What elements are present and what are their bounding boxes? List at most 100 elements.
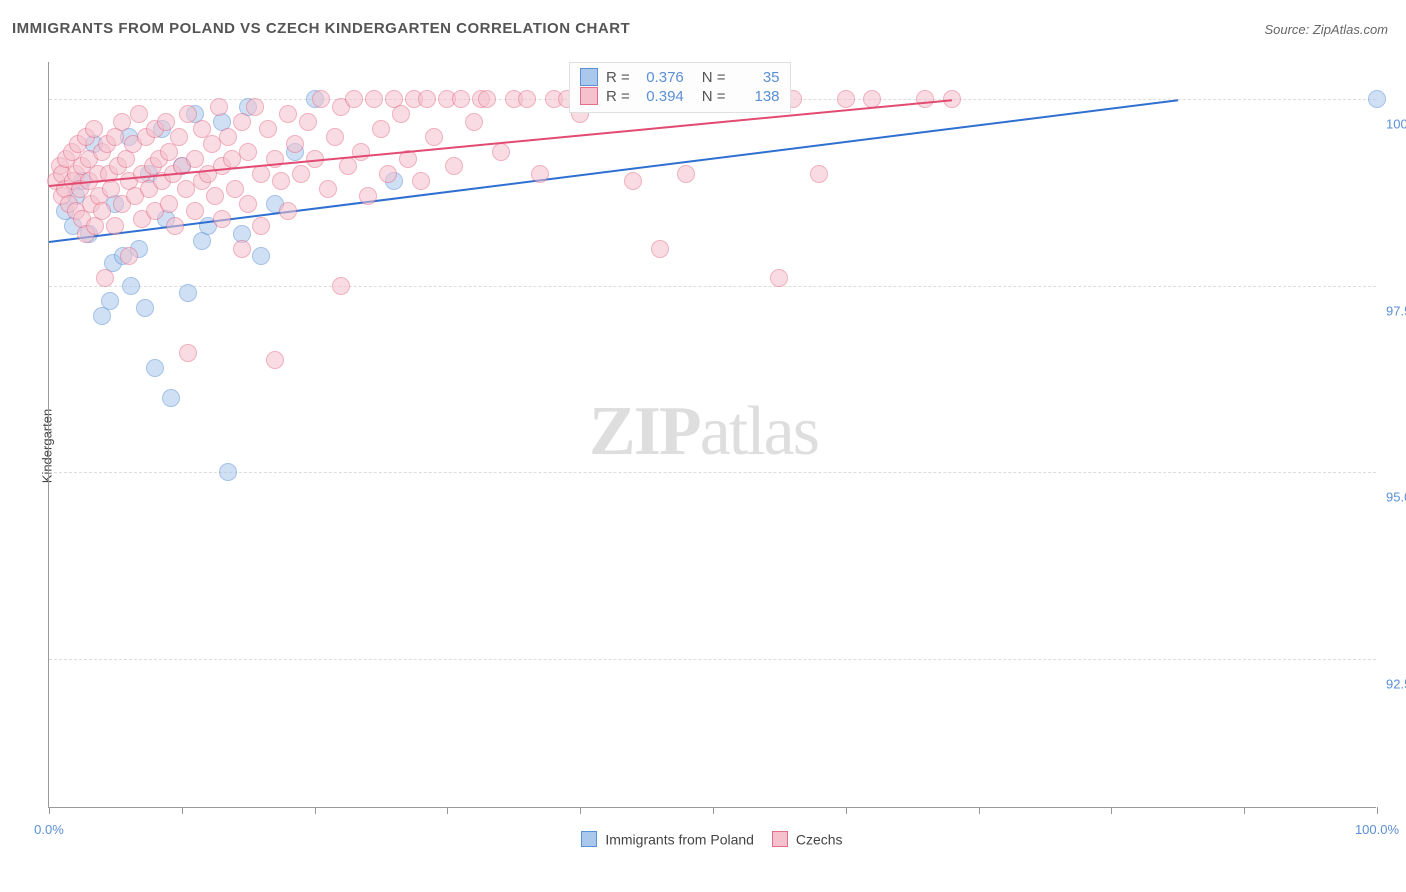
data-point — [101, 292, 119, 310]
data-point — [478, 90, 496, 108]
legend-swatch — [580, 87, 598, 105]
data-point — [160, 143, 178, 161]
n-label: N = — [702, 69, 726, 86]
data-point — [339, 157, 357, 175]
data-point — [279, 202, 297, 220]
r-label: R = — [606, 69, 630, 86]
legend-series-label: Czechs — [792, 831, 843, 847]
data-point — [170, 128, 188, 146]
data-point — [916, 90, 934, 108]
data-point — [677, 165, 695, 183]
data-point — [160, 195, 178, 213]
data-point — [465, 113, 483, 131]
data-point — [252, 247, 270, 265]
data-point — [239, 143, 257, 161]
data-point — [272, 172, 290, 190]
data-point — [266, 351, 284, 369]
data-point — [219, 463, 237, 481]
data-point — [186, 202, 204, 220]
data-point — [166, 217, 184, 235]
data-point — [518, 90, 536, 108]
data-point — [810, 165, 828, 183]
data-point — [93, 202, 111, 220]
data-point — [213, 210, 231, 228]
data-point — [120, 247, 138, 265]
xtick — [447, 807, 448, 814]
grid-line — [49, 472, 1376, 473]
data-point — [770, 269, 788, 287]
xtick — [315, 807, 316, 814]
ytick-label: 92.5% — [1384, 676, 1406, 691]
grid-line — [49, 286, 1376, 287]
data-point — [106, 217, 124, 235]
r-value: 0.376 — [638, 69, 684, 86]
grid-line — [49, 659, 1376, 660]
data-point — [210, 98, 228, 116]
data-point — [292, 165, 310, 183]
data-point — [239, 195, 257, 213]
data-point — [246, 98, 264, 116]
data-point — [1368, 90, 1386, 108]
data-point — [392, 105, 410, 123]
legend-row: R = 0.376 N = 35 — [580, 68, 780, 86]
data-point — [651, 240, 669, 258]
source-attribution: Source: ZipAtlas.com — [1264, 22, 1388, 37]
data-point — [425, 128, 443, 146]
ytick-label: 95.0% — [1384, 490, 1406, 505]
data-point — [157, 113, 175, 131]
data-point — [445, 157, 463, 175]
data-point — [146, 359, 164, 377]
legend-swatch — [772, 831, 788, 847]
data-point — [130, 105, 148, 123]
plot-area: ZIPatlas 92.5%95.0%97.5%100.0%0.0%100.0%… — [48, 62, 1376, 808]
n-value: 35 — [734, 69, 780, 86]
data-point — [492, 143, 510, 161]
xtick — [580, 807, 581, 814]
n-value: 138 — [734, 88, 780, 105]
xtick — [182, 807, 183, 814]
data-point — [252, 165, 270, 183]
data-point — [531, 165, 549, 183]
legend-swatch — [581, 831, 597, 847]
xtick — [1377, 807, 1378, 814]
data-point — [837, 90, 855, 108]
data-point — [286, 135, 304, 153]
chart-title: IMMIGRANTS FROM POLAND VS CZECH KINDERGA… — [12, 20, 630, 37]
data-point — [372, 120, 390, 138]
data-point — [412, 172, 430, 190]
data-point — [179, 105, 197, 123]
chart-container: IMMIGRANTS FROM POLAND VS CZECH KINDERGA… — [0, 0, 1406, 892]
r-value: 0.394 — [638, 88, 684, 105]
xtick — [1244, 807, 1245, 814]
data-point — [136, 299, 154, 317]
data-point — [162, 389, 180, 407]
data-point — [219, 128, 237, 146]
data-point — [379, 165, 397, 183]
data-point — [326, 128, 344, 146]
ytick-label: 97.5% — [1384, 303, 1406, 318]
data-point — [624, 172, 642, 190]
xtick — [979, 807, 980, 814]
xtick — [846, 807, 847, 814]
watermark: ZIPatlas — [589, 392, 818, 472]
data-point — [179, 344, 197, 362]
xtick — [1111, 807, 1112, 814]
data-point — [452, 90, 470, 108]
data-point — [332, 277, 350, 295]
data-point — [226, 180, 244, 198]
data-point — [113, 113, 131, 131]
data-point — [418, 90, 436, 108]
data-point — [319, 180, 337, 198]
data-point — [279, 105, 297, 123]
r-label: R = — [606, 88, 630, 105]
data-point — [179, 284, 197, 302]
n-label: N = — [702, 88, 726, 105]
data-point — [345, 90, 363, 108]
data-point — [233, 113, 251, 131]
data-point — [186, 150, 204, 168]
data-point — [233, 240, 251, 258]
ytick-label: 100.0% — [1384, 117, 1406, 132]
legend-swatch — [580, 68, 598, 86]
data-point — [206, 187, 224, 205]
xtick — [49, 807, 50, 814]
